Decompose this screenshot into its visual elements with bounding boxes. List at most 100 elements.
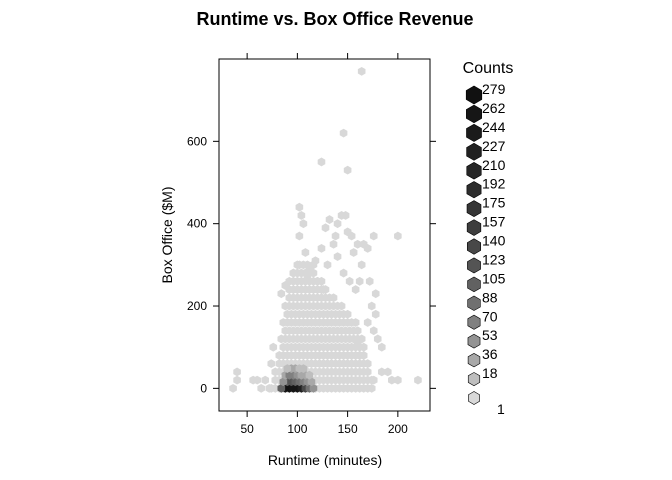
legend-swatch xyxy=(467,257,481,274)
hexbin-cell xyxy=(377,342,386,352)
legend-swatch xyxy=(467,295,481,311)
hexbin-cell xyxy=(353,338,362,348)
x-axis-label: Runtime (minutes) xyxy=(268,452,382,468)
hexbin-cell xyxy=(295,202,304,212)
hexbin-cell xyxy=(277,289,286,299)
hexbin-cell xyxy=(317,157,326,167)
legend-swatch xyxy=(466,181,482,199)
hexbin-cell xyxy=(355,351,364,360)
hexbin-cell xyxy=(343,309,352,319)
hexbin-cell xyxy=(281,281,290,290)
hexbin-cell xyxy=(369,375,378,385)
hexbin-cell xyxy=(363,367,372,377)
hexbin-cell xyxy=(377,367,386,377)
hexbin-cell xyxy=(339,268,348,278)
legend-swatch xyxy=(466,142,482,161)
hexbin-cell xyxy=(267,359,276,369)
x-axis: 50 100 150 200 xyxy=(240,53,408,436)
hexbin-cell xyxy=(363,359,372,369)
legend-swatch xyxy=(466,200,482,218)
hexbin-cell xyxy=(355,276,364,286)
legend-swatch xyxy=(468,391,480,405)
legend-swatch xyxy=(467,333,481,349)
hexbin-cell xyxy=(333,252,342,262)
plot-frame xyxy=(218,58,431,412)
legend-swatch xyxy=(467,372,481,387)
hexbin-cell xyxy=(394,375,402,385)
hexbin-cell xyxy=(303,272,312,282)
hexbin-layer xyxy=(229,66,422,393)
y-axis-label: Box Office ($M) xyxy=(159,187,175,284)
legend-label: 105 xyxy=(482,270,506,286)
y-axis: 0 200 400 600 xyxy=(187,134,436,395)
legend-label: 279 xyxy=(482,81,506,97)
hexbin-cell xyxy=(333,219,342,229)
hexbin-cell xyxy=(343,165,352,175)
x-tick-label: 50 xyxy=(240,422,254,436)
hexbin-cell xyxy=(313,276,322,286)
hexbin-cell xyxy=(229,383,237,393)
y-tick-label: 0 xyxy=(200,381,207,395)
hexbin-cell xyxy=(261,375,270,385)
hexbin-cell xyxy=(233,375,241,385)
hexbin-cell xyxy=(341,211,350,220)
hexbin-cell xyxy=(359,342,368,352)
hexbin-cell xyxy=(265,383,274,393)
hexbin-cell xyxy=(295,231,304,241)
y-tick-label: 200 xyxy=(187,299,207,313)
hexbin-cell xyxy=(323,260,332,270)
legend-label: 140 xyxy=(482,233,506,249)
hexbin-cell xyxy=(363,318,372,327)
hexbin-cell xyxy=(329,239,338,249)
x-tick-label: 200 xyxy=(388,422,408,436)
legend-label: 244 xyxy=(482,119,506,135)
hexbin-cell xyxy=(321,223,330,233)
legend-label: 1 xyxy=(497,401,505,417)
legend-label: 175 xyxy=(482,195,506,211)
legend-label: 88 xyxy=(482,289,498,305)
legend-label: 210 xyxy=(482,157,506,173)
hexbin-cell xyxy=(301,248,310,257)
hexbin-cell xyxy=(307,377,316,387)
hexbin-cell xyxy=(309,383,318,393)
hexbin-cell xyxy=(383,367,392,377)
hexbin-cell xyxy=(345,276,354,286)
legend: Counts 279 262 244 227 210 192 175 157 140 123 105… xyxy=(463,60,514,417)
legend-label: 262 xyxy=(482,100,506,116)
legend-title: Counts xyxy=(463,60,514,77)
legend-label: 70 xyxy=(482,308,498,324)
hexbin-cell xyxy=(353,239,362,249)
legend-label: 227 xyxy=(482,138,506,154)
hexbin-cell xyxy=(363,243,372,253)
hexbin-cell xyxy=(353,326,362,336)
legend-swatch xyxy=(467,352,481,368)
hexbin-cell xyxy=(337,301,346,311)
hexbin-cell xyxy=(367,301,376,311)
y-tick-label: 400 xyxy=(187,217,207,231)
hexbin-cell xyxy=(297,211,306,220)
hexbin-cell xyxy=(269,342,278,352)
hexbin-cell xyxy=(325,215,334,224)
hexbin-cell xyxy=(394,231,402,241)
hexbin-cell xyxy=(347,231,356,241)
hexbin-cell xyxy=(317,243,326,253)
hexbin-cell xyxy=(253,375,261,385)
legend-swatch xyxy=(466,162,482,180)
hexbin-cell xyxy=(293,260,302,270)
hexbin-cell xyxy=(414,375,422,385)
legend-label: 123 xyxy=(482,251,506,267)
chart-title: Runtime vs. Box Office Revenue xyxy=(196,9,473,29)
legend-label: 18 xyxy=(482,365,498,381)
hexbin-cell xyxy=(305,370,314,380)
hexbin-cell xyxy=(371,289,380,299)
hexbin-cell xyxy=(257,383,266,393)
legend-label: 36 xyxy=(482,346,498,362)
plot-area xyxy=(218,58,431,412)
legend-swatch xyxy=(467,314,481,330)
hexbin-cell xyxy=(331,231,340,241)
legend-swatch xyxy=(466,104,482,124)
hexbin-cell xyxy=(371,309,380,319)
hexbin-cell xyxy=(365,276,374,286)
legend-swatch xyxy=(465,85,483,105)
